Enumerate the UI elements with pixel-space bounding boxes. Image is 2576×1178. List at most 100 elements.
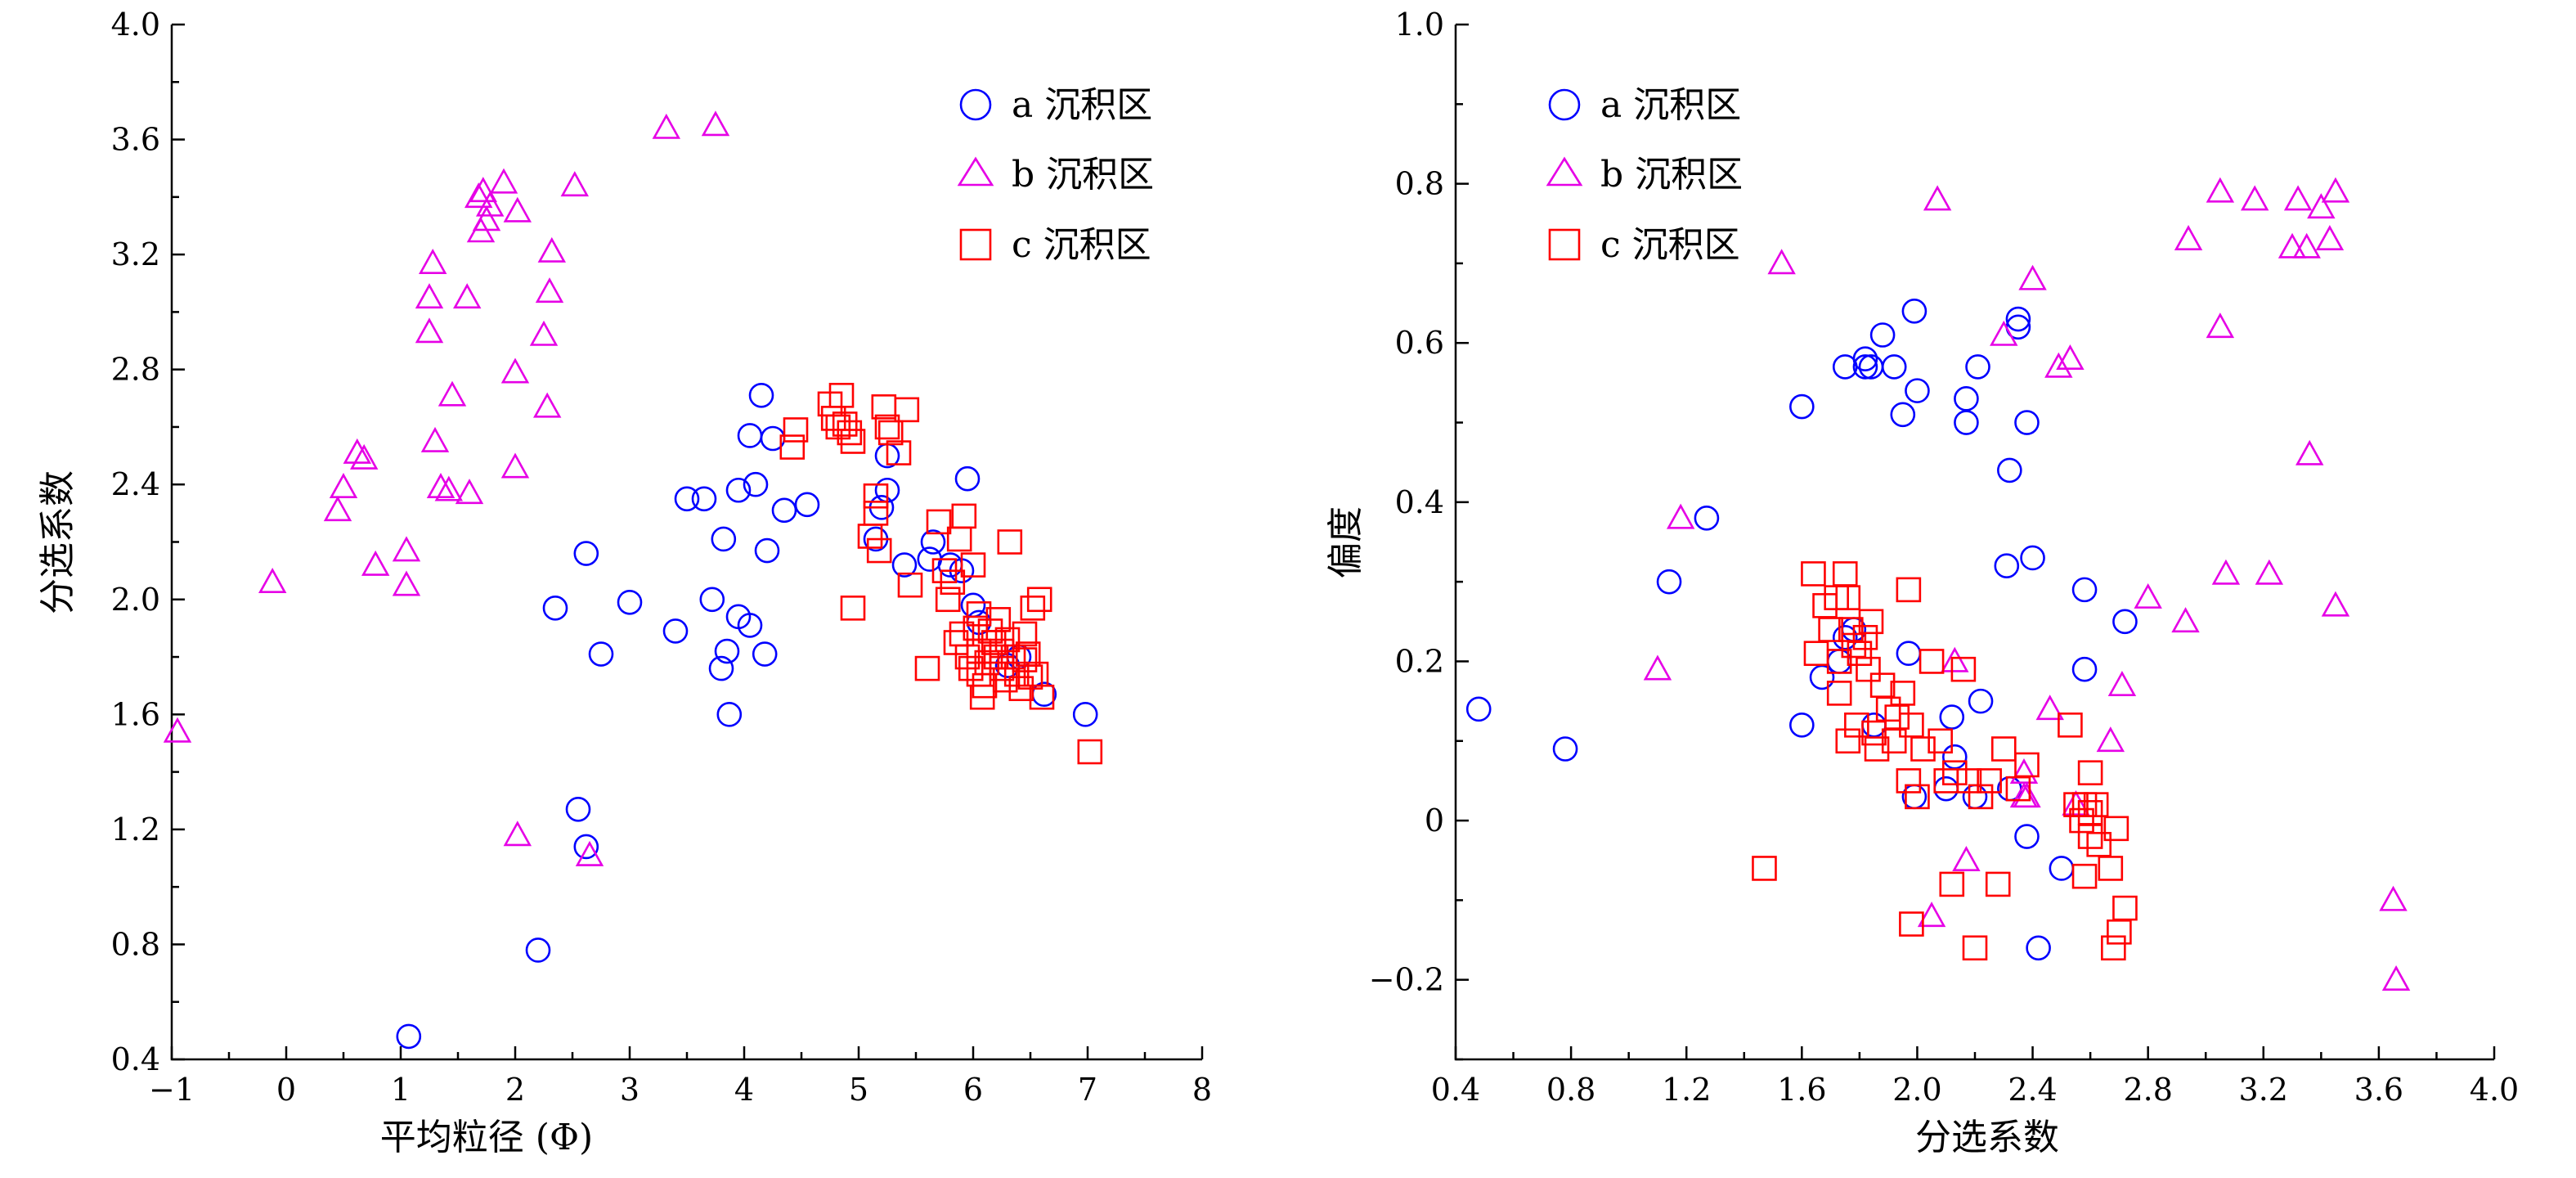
data-point	[662, 618, 689, 644]
data-point	[2278, 232, 2307, 259]
data-point	[1942, 760, 1968, 785]
data-point	[840, 596, 866, 621]
data-point	[258, 568, 287, 593]
data-point	[1896, 768, 1922, 794]
data-point	[1875, 696, 1901, 722]
right-scatter-chart: 0.4 0.8 1.2 1.6 2.0 2.4 2.8 3.2 3.6 4.0 −0.2 0 0.2 0.…	[1325, 7, 2519, 1158]
data-point	[438, 380, 467, 407]
data-point	[1896, 577, 1922, 603]
legend-label-b: b 沉积区	[1012, 154, 1154, 196]
data-point	[2071, 863, 2098, 889]
y-tick-label: −0.2	[1369, 962, 1444, 998]
y-tick-label: 3.2	[111, 236, 160, 272]
data-point	[2101, 935, 2126, 961]
legend-marker-a	[959, 88, 992, 121]
data-point	[1990, 320, 2018, 346]
data-point	[2379, 885, 2408, 911]
legend-label-c: c 沉积区	[1600, 224, 1740, 266]
data-point	[779, 434, 806, 460]
data-point	[708, 655, 734, 681]
data-point	[1869, 322, 1896, 348]
legend-item-a: a 沉积区	[1548, 84, 1741, 126]
data-point	[349, 443, 379, 470]
data-point	[874, 414, 900, 440]
data-point	[525, 937, 551, 963]
data-point	[1939, 704, 1965, 730]
data-point	[489, 168, 518, 194]
data-point	[951, 503, 977, 529]
data-point	[1835, 585, 1861, 610]
data-point	[1643, 654, 1672, 681]
legend-item-c: c 沉积区	[1548, 224, 1740, 266]
data-point	[361, 550, 390, 576]
data-point	[1694, 506, 1720, 531]
data-point	[1939, 871, 1965, 897]
data-point	[711, 526, 737, 552]
left-series-triangle	[163, 110, 730, 866]
data-point	[2058, 713, 2083, 738]
data-point	[1832, 561, 1858, 587]
data-point	[1994, 553, 2020, 578]
data-point	[1835, 728, 1861, 754]
data-point	[1990, 736, 2017, 762]
data-point	[725, 477, 752, 503]
data-point	[469, 177, 498, 203]
data-point	[994, 627, 1021, 653]
data-point	[699, 587, 725, 613]
data-point	[886, 440, 912, 465]
data-point	[1968, 784, 1994, 810]
data-point	[652, 113, 681, 139]
data-point	[2381, 965, 2411, 991]
data-point	[1917, 901, 1946, 928]
data-point	[464, 182, 493, 209]
y-tick-label: 1.0	[1395, 7, 1444, 43]
data-point	[716, 702, 743, 727]
data-point	[828, 382, 855, 408]
data-point	[392, 536, 421, 562]
y-tick-label: 0.8	[1395, 166, 1444, 202]
data-point	[2077, 824, 2103, 849]
data-point	[985, 607, 1012, 632]
left-plot-area: −1 0 1 2 3 4 5 6 7 8 0.4 0.8 1.2 1.6 2.0 2.4 2.8 3.2 3.6 4.…	[111, 7, 1213, 1108]
data-point	[960, 552, 986, 578]
data-point	[2174, 225, 2203, 251]
legend-item-a: a 沉积区	[959, 84, 1152, 126]
data-point	[537, 236, 567, 263]
data-point	[920, 529, 946, 555]
data-point	[737, 423, 763, 448]
data-point	[866, 537, 892, 564]
data-point	[1919, 649, 1945, 674]
y-tick-label: 2.4	[111, 466, 160, 502]
data-point	[2296, 439, 2324, 465]
x-tick-label: 1.2	[1662, 1072, 1711, 1108]
data-point	[565, 796, 591, 822]
data-point	[500, 452, 530, 479]
data-point	[737, 613, 763, 638]
data-point	[2014, 410, 2040, 435]
data-point	[832, 411, 858, 437]
data-point	[1884, 704, 1910, 730]
left-scatter-chart: −1 0 1 2 3 4 5 6 7 8 0.4 0.8 1.2 1.6 2.0 2.4 2.8 3.2 3.6 4.…	[37, 7, 1212, 1158]
data-point	[2112, 609, 2138, 635]
data-point	[1029, 684, 1055, 710]
data-point	[2321, 591, 2350, 617]
data-point	[1985, 871, 2011, 897]
data-point	[2035, 695, 2064, 721]
data-point	[877, 420, 904, 446]
data-point	[329, 473, 358, 499]
left-series-circle	[396, 382, 1098, 1050]
data-point	[1933, 776, 1959, 802]
data-point	[771, 497, 797, 524]
data-point	[542, 596, 568, 621]
x-tick-label: 2	[505, 1072, 525, 1108]
data-point	[863, 483, 889, 509]
data-point	[897, 572, 923, 598]
data-point	[1977, 768, 2002, 794]
data-point	[1826, 681, 1852, 706]
data-point	[503, 196, 532, 223]
x-tick-label: 3.2	[2239, 1072, 2288, 1108]
data-point	[1923, 185, 1952, 211]
left-legend: a 沉积区 b 沉积区 c 沉积区	[957, 84, 1154, 266]
data-point	[418, 248, 447, 274]
data-point	[2071, 656, 2098, 682]
